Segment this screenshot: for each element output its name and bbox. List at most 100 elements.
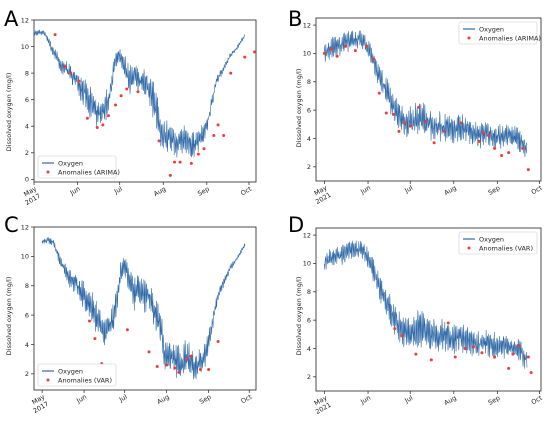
oxygen-series-d — [324, 240, 528, 369]
anomaly-point-c-11 — [199, 367, 202, 371]
oxygen-line-c — [41, 237, 246, 380]
x-tick-label-d-5: Oct — [530, 394, 544, 407]
y-tick-label-a-1: 2 — [25, 149, 29, 157]
anomaly-point-a-21 — [222, 134, 226, 138]
legend-box-a — [37, 155, 117, 179]
y-axis-label-b: Dissolved oxygen (mg/l) — [295, 69, 303, 148]
legend-oxygen-label-a: Oxygen — [58, 159, 83, 167]
x-tick-label-d-4: Sep — [487, 394, 502, 407]
anomaly-point-a-19 — [212, 134, 216, 138]
panel-label-a: A — [4, 7, 19, 31]
anomaly-point-c-1 — [93, 337, 97, 341]
anomaly-point-b-17 — [459, 121, 463, 125]
y-axis-label-a: Dissolved oxygen (mg/l) — [5, 73, 13, 152]
plot-frame-a — [33, 19, 257, 183]
y-tick-label-c-2: 6 — [25, 311, 29, 319]
anomaly-point-b-16 — [442, 129, 446, 133]
x-tick-label-c-2: Jul — [117, 393, 129, 404]
y-tick-label-a-0: 0 — [25, 176, 29, 184]
y-tick-label-b-0: 2 — [307, 163, 311, 171]
y-ticks-b: 2 4 6 8 10 12 — [303, 21, 316, 171]
anomaly-point-b-11 — [403, 121, 407, 125]
x-tick-label-c-5: Oct — [239, 393, 253, 406]
anomaly-point-b-9 — [391, 112, 395, 116]
legend-anomaly-label-a: Anomalies (ARIMA) — [58, 168, 120, 176]
y-tick-label-d-1: 4 — [307, 345, 311, 353]
legend-oxygen-label-b: Oxygen — [479, 25, 504, 33]
oxygen-line-a — [33, 29, 246, 158]
anomaly-points-c — [88, 319, 220, 374]
anomaly-point-d-6 — [463, 346, 467, 350]
x-tick-label-b-2: Jul — [403, 184, 415, 195]
y-tick-label-a-3: 6 — [25, 96, 29, 104]
y-tick-label-d-0: 2 — [307, 373, 311, 381]
anomaly-point-c-7 — [173, 366, 177, 370]
y-axis-label-c: Dissolved oxygen (mg/l) — [5, 277, 13, 356]
y-tick-label-d-5: 12 — [303, 231, 311, 239]
anomaly-point-a-20 — [216, 123, 220, 127]
anomaly-point-d-10 — [507, 366, 511, 370]
anomaly-point-b-15 — [432, 141, 436, 145]
oxygen-series-a — [33, 29, 246, 158]
anomaly-point-c-5 — [155, 365, 159, 369]
legend-oxygen-label-c: Oxygen — [58, 367, 83, 375]
anomaly-point-b-19 — [481, 131, 485, 135]
anomaly-point-c-12 — [207, 367, 211, 371]
anomaly-point-a-13 — [168, 173, 172, 177]
anomaly-point-b-14 — [424, 119, 428, 123]
y-tick-label-d-4: 10 — [303, 260, 311, 268]
anomaly-point-a-16 — [189, 161, 193, 165]
anomaly-point-a-7 — [106, 114, 110, 118]
anomaly-point-b-22 — [500, 153, 504, 157]
x-tick-label-c-3: Aug — [156, 393, 171, 406]
anomaly-point-b-13 — [417, 105, 421, 109]
anomaly-point-b-4 — [353, 49, 357, 53]
y-tick-label-a-6: 12 — [21, 16, 29, 24]
y-ticks-c: 2 4 6 8 10 12 — [21, 223, 34, 378]
y-tick-label-c-1: 4 — [25, 341, 29, 349]
plot-frame-d — [315, 227, 542, 392]
anomaly-point-c-13 — [216, 340, 220, 344]
anomaly-point-d-4 — [446, 321, 450, 325]
anomaly-point-b-25 — [526, 168, 530, 172]
anomaly-point-b-3 — [344, 44, 348, 48]
legend-anomaly-label-d: Anomalies (VAR) — [479, 244, 533, 252]
legend-box-d — [458, 231, 538, 255]
anomaly-point-c-6 — [165, 363, 169, 367]
x-tick-label-c-4: Sep — [198, 393, 213, 406]
anomaly-point-a-24 — [253, 50, 257, 54]
anomaly-point-a-1 — [63, 64, 67, 68]
anomaly-point-a-17 — [196, 152, 200, 156]
y-tick-label-b-3: 8 — [307, 78, 311, 86]
anomaly-point-a-23 — [243, 55, 247, 59]
anomaly-point-d-7 — [472, 345, 475, 349]
y-axis-label-d: Dissolved oxygen (mg/l) — [295, 277, 303, 356]
y-tick-label-c-0: 2 — [25, 370, 29, 378]
anomaly-point-a-15 — [178, 160, 182, 164]
anomaly-point-c-9 — [185, 357, 189, 361]
anomaly-point-a-9 — [119, 94, 123, 98]
anomaly-point-b-2 — [335, 54, 339, 58]
x-tick-label-b-5: Oct — [530, 184, 544, 197]
anomaly-point-b-10 — [397, 129, 401, 133]
x-tick-label-c-1: Jun — [74, 393, 88, 406]
anomaly-point-d-12 — [517, 344, 520, 348]
anomaly-point-b-18 — [477, 139, 481, 143]
oxygen-line-d — [324, 240, 528, 369]
x-tick-label-a-5: Oct — [239, 185, 253, 198]
legend-anomaly-label-b: Anomalies (ARIMA) — [479, 34, 541, 42]
anomaly-point-d-2 — [414, 352, 418, 356]
anomaly-point-d-8 — [480, 351, 484, 355]
anomaly-point-c-3 — [125, 328, 129, 332]
anomaly-point-d-5 — [453, 355, 457, 359]
plot-frame-c — [33, 226, 257, 391]
anomaly-point-a-10 — [125, 87, 129, 91]
panel-label-b: B — [288, 7, 302, 31]
anomaly-point-b-0 — [322, 51, 326, 55]
